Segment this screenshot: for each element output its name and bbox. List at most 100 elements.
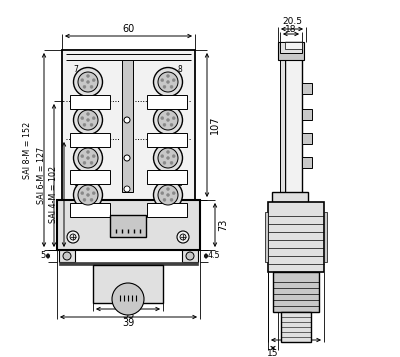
Bar (302, 133, 312, 144)
Circle shape (81, 79, 84, 82)
Circle shape (161, 79, 164, 82)
Bar (182, 250, 198, 262)
Circle shape (74, 144, 102, 172)
Text: 60: 60 (122, 24, 135, 34)
Circle shape (81, 117, 84, 120)
Circle shape (83, 161, 86, 164)
Circle shape (163, 161, 166, 164)
Circle shape (86, 112, 90, 116)
Circle shape (74, 67, 102, 96)
Bar (70, 170, 110, 184)
Bar (110, 215, 146, 237)
Circle shape (83, 85, 86, 88)
Circle shape (161, 117, 164, 120)
Circle shape (90, 124, 93, 126)
Bar (281, 312, 311, 342)
Circle shape (180, 234, 186, 240)
Circle shape (158, 72, 178, 92)
Circle shape (92, 117, 95, 120)
Circle shape (166, 80, 170, 84)
Circle shape (63, 252, 71, 260)
Circle shape (172, 192, 175, 195)
Circle shape (166, 75, 170, 77)
Circle shape (163, 124, 166, 126)
Circle shape (170, 124, 173, 126)
Bar (147, 203, 187, 217)
Circle shape (70, 234, 76, 240)
Bar (70, 133, 110, 147)
Bar (302, 109, 312, 120)
Circle shape (86, 151, 90, 154)
Text: 15: 15 (267, 350, 279, 357)
Circle shape (166, 187, 170, 191)
Text: 1: 1 (74, 178, 78, 187)
Bar (70, 95, 110, 109)
Circle shape (170, 198, 173, 201)
Circle shape (78, 110, 98, 130)
Circle shape (166, 151, 170, 154)
Circle shape (161, 192, 164, 195)
Circle shape (170, 161, 173, 164)
Text: SAI 4-M = 102: SAI 4-M = 102 (48, 166, 58, 223)
Text: 18: 18 (285, 25, 297, 35)
Bar (265, 212, 268, 262)
Bar (93, 265, 163, 303)
Circle shape (81, 192, 84, 195)
Bar (59, 250, 75, 262)
Text: 4.5: 4.5 (208, 251, 220, 261)
Circle shape (154, 67, 182, 96)
Bar (324, 212, 327, 262)
Bar (147, 95, 187, 109)
Circle shape (186, 252, 194, 260)
Text: 33: 33 (122, 310, 134, 320)
Circle shape (67, 231, 79, 243)
Circle shape (90, 85, 93, 88)
Text: SAI 6-M = 127: SAI 6-M = 127 (36, 147, 46, 204)
Circle shape (161, 155, 164, 158)
Bar (302, 83, 312, 94)
Circle shape (86, 187, 90, 191)
Circle shape (83, 124, 86, 126)
Circle shape (154, 144, 182, 172)
Bar (273, 272, 319, 312)
Circle shape (86, 119, 90, 121)
Bar (285, 42, 302, 197)
Circle shape (166, 119, 170, 121)
Bar (302, 157, 312, 168)
Text: 2: 2 (178, 178, 182, 187)
Text: 73: 73 (218, 219, 228, 231)
Circle shape (86, 75, 90, 77)
Text: 5: 5 (40, 251, 46, 261)
Circle shape (166, 193, 170, 196)
Bar (59, 262, 198, 265)
Circle shape (124, 117, 130, 123)
Bar (147, 133, 187, 147)
Circle shape (112, 283, 144, 315)
Circle shape (124, 186, 130, 192)
Circle shape (90, 161, 93, 164)
Circle shape (86, 156, 90, 160)
Text: 5: 5 (74, 104, 78, 112)
Circle shape (92, 155, 95, 158)
Circle shape (166, 156, 170, 160)
Circle shape (86, 193, 90, 196)
Bar (278, 42, 304, 60)
Text: 55: 55 (290, 330, 302, 338)
Circle shape (81, 155, 84, 158)
Text: 7: 7 (74, 65, 78, 75)
Bar (62, 50, 195, 200)
Circle shape (78, 148, 98, 168)
Bar (122, 60, 133, 192)
Circle shape (177, 231, 189, 243)
Circle shape (154, 106, 182, 135)
Text: 107: 107 (210, 116, 220, 134)
Bar (57, 200, 200, 250)
Circle shape (163, 198, 166, 201)
Circle shape (92, 79, 95, 82)
Text: SAI 8-M = 152: SAI 8-M = 152 (24, 121, 32, 178)
Circle shape (124, 155, 130, 161)
Bar (280, 42, 302, 53)
Text: 6: 6 (178, 104, 182, 112)
Text: 20.5: 20.5 (282, 17, 302, 26)
Bar (280, 42, 285, 192)
